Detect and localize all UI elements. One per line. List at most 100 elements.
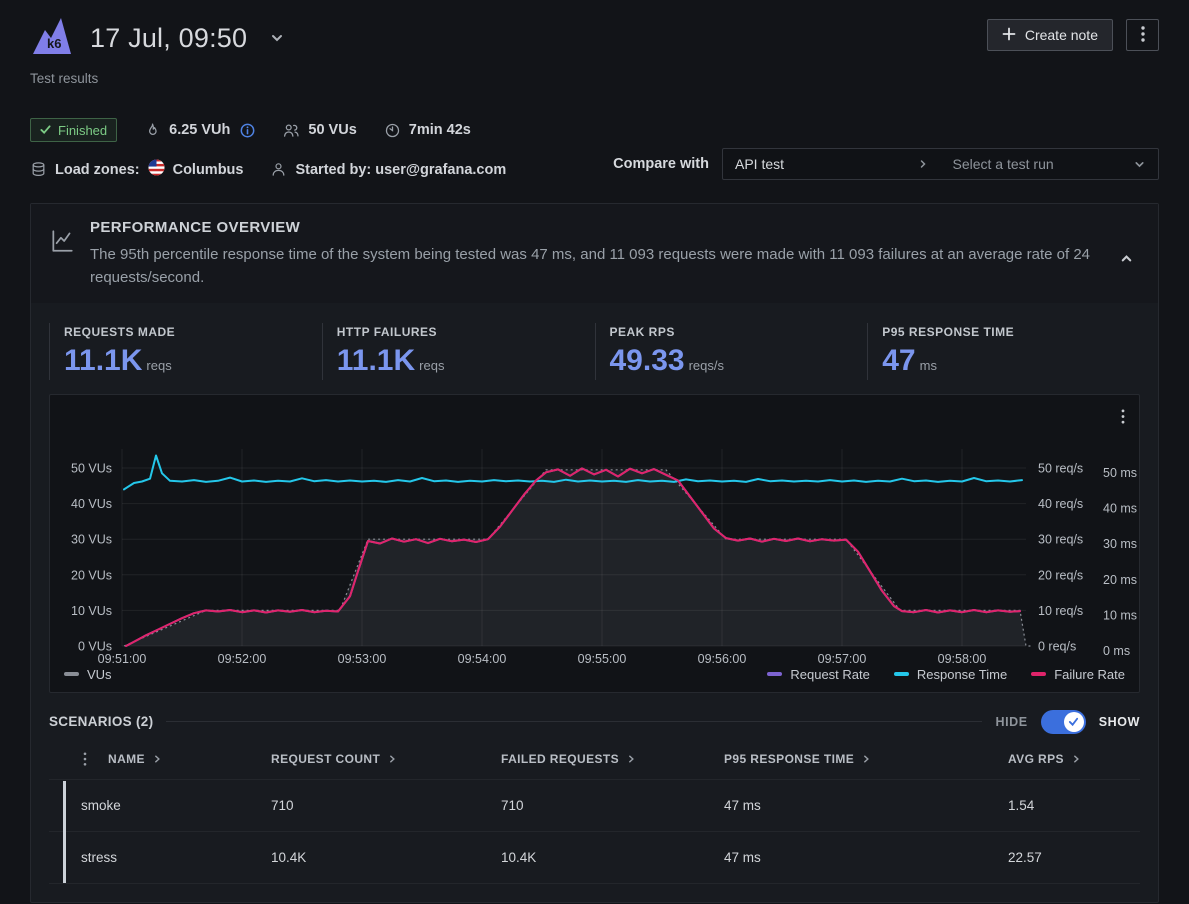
info-icon[interactable] xyxy=(240,123,255,138)
load-zones-label: Load zones: xyxy=(55,161,140,178)
right-axis-reqs-tick-label: 50 req/s xyxy=(1038,461,1083,475)
k6-logo-icon: k6 xyxy=(30,14,74,63)
left-axis-tick-label: 10 VUs xyxy=(71,603,112,617)
trend-chart-icon xyxy=(49,228,75,259)
legend-request-rate[interactable]: Request Rate xyxy=(767,667,870,682)
column-header-request-count[interactable]: REQUEST COUNT xyxy=(271,752,501,766)
stat-requests-made: REQUESTS MADE 11.1K reqs xyxy=(49,322,322,380)
chart-kebab-menu-button[interactable] xyxy=(1117,405,1129,431)
sort-chevron-icon xyxy=(387,754,397,764)
flame-icon xyxy=(144,122,161,139)
right-axis-reqs-tick-label: 10 req/s xyxy=(1038,603,1083,617)
status-badge-label: Finished xyxy=(58,122,108,138)
column-label: P95 RESPONSE TIME xyxy=(724,752,855,766)
cell-avg-rps: 22.57 xyxy=(1008,849,1042,865)
cell-avg-rps: 1.54 xyxy=(1008,797,1035,813)
right-axis-ms-tick-label: 10 ms xyxy=(1103,608,1137,622)
scenarios-table-header: NAME REQUEST COUNT FAILED REQUESTS P95 R… xyxy=(49,740,1140,780)
legend-swatch xyxy=(1031,672,1047,676)
x-axis-tick-label: 09:57:00 xyxy=(818,652,867,666)
left-axis-tick-label: 40 VUs xyxy=(71,497,112,511)
x-axis-tick-label: 09:51:00 xyxy=(98,652,147,666)
page-title: 17 Jul, 09:50 xyxy=(90,23,248,53)
stat-unit: reqs/s xyxy=(688,357,724,373)
hide-label: HIDE xyxy=(995,714,1028,729)
scenarios-table: NAME REQUEST COUNT FAILED REQUESTS P95 R… xyxy=(49,740,1140,884)
database-icon xyxy=(30,161,47,178)
plus-icon xyxy=(1002,27,1016,44)
legend-swatch xyxy=(767,672,783,676)
series-area-vus xyxy=(124,469,1032,646)
legend-swatch xyxy=(64,672,79,676)
table-row[interactable]: smoke 710 710 47 ms 1.54 xyxy=(49,780,1140,832)
legend-failure-rate[interactable]: Failure Rate xyxy=(1031,667,1125,682)
performance-chart[interactable]: 09:51:00 09:52:00 09:53:00 09:54:00 09:55:00… xyxy=(50,399,1143,667)
stat-http-failures: HTTP FAILURES 11.1K reqs xyxy=(321,322,595,380)
chevron-down-icon[interactable] xyxy=(269,30,285,51)
left-axis-tick-label: 30 VUs xyxy=(71,532,112,546)
stat-value: 49.33 xyxy=(609,343,685,377)
stat-label: P95 RESPONSE TIME xyxy=(882,324,1015,339)
right-axis-reqs-tick-label: 40 req/s xyxy=(1038,497,1083,511)
scenarios-title: SCENARIOS (2) xyxy=(49,714,154,729)
started-by-value: Started by: user@grafana.com xyxy=(295,161,507,178)
create-note-button[interactable]: Create note xyxy=(986,19,1113,51)
legend-vus[interactable]: VUs xyxy=(64,667,112,682)
cell-failed-requests: 710 xyxy=(501,797,524,813)
table-row[interactable]: stress 10.4K 10.4K 47 ms 22.57 xyxy=(49,832,1140,884)
cell-name: smoke xyxy=(81,797,121,813)
compare-test-name: API test xyxy=(735,156,785,172)
stat-value: 11.1K xyxy=(64,343,143,377)
sort-chevron-icon xyxy=(861,754,871,764)
right-axis-ms-tick-label: 40 ms xyxy=(1103,501,1137,515)
legend-label: Failure Rate xyxy=(1054,666,1125,682)
scenarios-header: SCENARIOS (2) HIDE SHOW xyxy=(49,709,1140,734)
column-label: REQUEST COUNT xyxy=(271,752,381,766)
kebab-icon[interactable] xyxy=(83,752,87,766)
x-axis-tick-label: 09:55:00 xyxy=(578,652,627,666)
sort-chevron-icon xyxy=(1071,754,1081,764)
right-axis-reqs-tick-label: 0 req/s xyxy=(1038,639,1076,653)
x-axis-tick-label: 09:54:00 xyxy=(458,652,507,666)
vus-stat: 50 VUs xyxy=(282,122,357,139)
compare-test-segment[interactable]: API test xyxy=(723,149,941,179)
compare-run-segment[interactable]: Select a test run xyxy=(941,149,1159,179)
header-kebab-menu-button[interactable] xyxy=(1126,19,1159,51)
load-zones: Load zones: Columbus xyxy=(30,159,243,180)
stat-label: PEAK RPS xyxy=(609,324,675,339)
stat-value: 11.1K xyxy=(336,343,416,377)
vus-value: 50 VUs xyxy=(308,122,357,138)
column-header-p95-response-time[interactable]: P95 RESPONSE TIME xyxy=(724,752,1008,766)
stats-row: REQUESTS MADE 11.1K reqs HTTP FAILURES 11… xyxy=(49,322,1140,380)
stat-p95-response-time: P95 RESPONSE TIME 47 ms xyxy=(867,322,1140,380)
compare-with: Compare with API test Select a test run xyxy=(613,148,1159,180)
right-axis-reqs-tick-label: 20 req/s xyxy=(1038,568,1083,582)
compare-selector[interactable]: API test Select a test run xyxy=(722,148,1159,180)
kebab-icon xyxy=(1140,25,1145,45)
collapse-panel-button[interactable] xyxy=(1113,245,1140,275)
column-header-failed-requests[interactable]: FAILED REQUESTS xyxy=(501,752,724,766)
vuh-stat: 6.25 VUh xyxy=(144,122,255,139)
left-axis-tick-label: 50 VUs xyxy=(71,461,112,475)
svg-text:k6: k6 xyxy=(47,36,61,51)
performance-overview-panel: PERFORMANCE OVERVIEW The 95th percentile… xyxy=(30,203,1159,903)
column-header-avg-rps[interactable]: AVG RPS xyxy=(1008,752,1140,766)
column-header-name[interactable]: NAME xyxy=(49,752,271,766)
legend-swatch xyxy=(893,672,909,676)
x-axis-tick-label: 09:56:00 xyxy=(698,652,747,666)
clock-icon xyxy=(384,122,401,139)
left-axis-tick-label: 20 VUs xyxy=(71,568,112,582)
check-icon xyxy=(40,123,51,138)
legend-response-time[interactable]: Response Time xyxy=(893,667,1007,682)
vuh-value: 6.25 VUh xyxy=(169,122,231,138)
right-axis-reqs-tick-label: 30 req/s xyxy=(1038,532,1083,546)
sort-chevron-icon xyxy=(152,754,162,764)
x-axis-tick-label: 09:58:00 xyxy=(938,652,987,666)
compare-with-label: Compare with xyxy=(613,156,709,172)
column-label: NAME xyxy=(108,752,145,766)
compare-run-placeholder: Select a test run xyxy=(952,156,1054,172)
duration-stat: 7min 42s xyxy=(384,122,471,139)
show-scenarios-toggle[interactable] xyxy=(1040,709,1086,734)
series-line-response-time xyxy=(123,454,1023,490)
